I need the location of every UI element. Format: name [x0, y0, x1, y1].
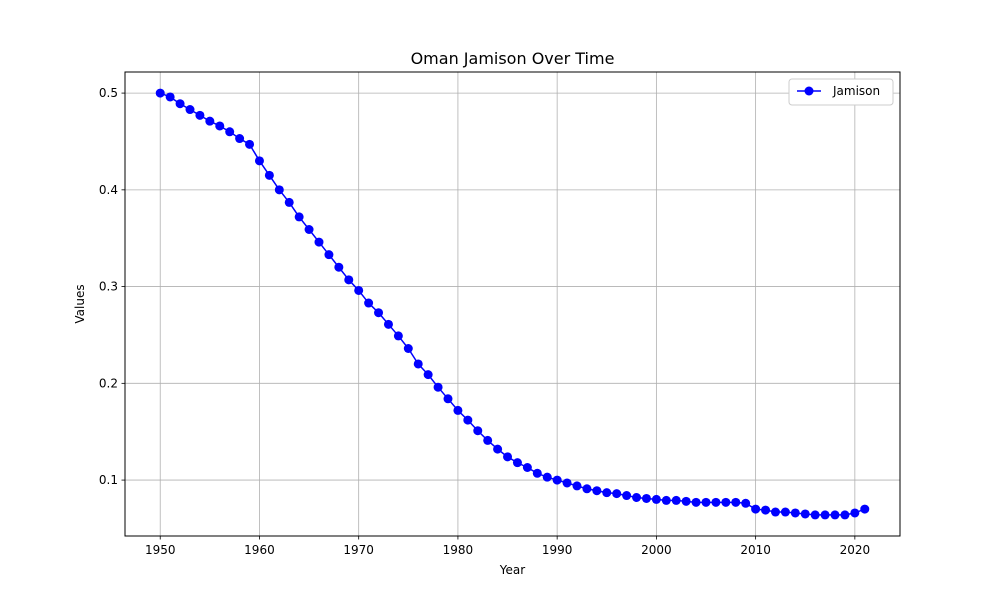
data-point: [820, 510, 830, 520]
data-point: [443, 394, 453, 404]
data-point: [225, 127, 235, 137]
data-point: [800, 509, 810, 519]
legend: Jamison: [788, 78, 894, 106]
data-point: [860, 504, 870, 514]
data-point: [751, 504, 761, 514]
x-tick-label: 1990: [542, 543, 573, 557]
data-point: [731, 497, 741, 507]
data-point: [493, 444, 503, 454]
data-point: [632, 492, 642, 502]
data-point: [701, 497, 711, 507]
data-point: [453, 405, 463, 415]
data-point: [304, 225, 314, 235]
x-tick-label: 1960: [244, 543, 275, 557]
data-point: [235, 134, 245, 144]
data-point: [215, 121, 225, 131]
data-point: [364, 298, 374, 308]
data-point: [324, 250, 334, 260]
data-point: [522, 463, 532, 473]
x-tick-label: 2020: [840, 543, 871, 557]
data-point: [651, 494, 661, 504]
data-point: [374, 308, 384, 318]
data-point: [542, 472, 552, 482]
data-point: [354, 285, 364, 295]
data-point: [344, 275, 354, 285]
data-point: [840, 510, 850, 520]
data-point: [681, 496, 691, 506]
data-point: [512, 458, 522, 468]
x-tick-label: 2010: [740, 543, 771, 557]
data-point: [780, 507, 790, 517]
data-point: [711, 497, 721, 507]
data-point: [413, 359, 423, 369]
data-point: [483, 435, 493, 445]
legend-box: [788, 78, 894, 106]
grid-lines: [125, 72, 900, 536]
data-point: [770, 507, 780, 517]
data-point: [185, 105, 195, 115]
y-tick-label: 0.1: [99, 473, 118, 487]
data-point: [721, 497, 731, 507]
data-point: [641, 493, 651, 503]
plot-series: [155, 88, 870, 520]
y-tick-label: 0.2: [99, 376, 118, 390]
data-point: [274, 185, 284, 195]
data-point: [334, 262, 344, 272]
legend-marker-swatch: [804, 86, 814, 96]
data-point: [582, 484, 592, 494]
data-point: [830, 510, 840, 520]
data-point: [592, 486, 602, 496]
data-point: [622, 491, 632, 501]
data-point: [205, 116, 215, 126]
data-point: [155, 88, 165, 98]
data-point: [393, 331, 403, 341]
data-point: [691, 497, 701, 507]
data-point: [761, 505, 771, 515]
data-point: [284, 197, 294, 207]
data-point: [661, 495, 671, 505]
data-point: [463, 415, 473, 425]
data-point: [562, 478, 572, 488]
data-point: [790, 508, 800, 518]
data-point: [671, 495, 681, 505]
data-point: [473, 426, 483, 436]
data-point: [403, 344, 413, 354]
x-tick-label: 1950: [145, 543, 176, 557]
data-point: [294, 212, 304, 222]
y-tick-label: 0.4: [99, 183, 118, 197]
data-point: [602, 488, 612, 498]
data-point: [810, 510, 820, 520]
x-tick-label: 1970: [343, 543, 374, 557]
data-point: [383, 319, 393, 329]
plot-area-frame: [124, 71, 901, 537]
x-tick-label: 2000: [641, 543, 672, 557]
data-point: [741, 498, 751, 508]
y-axis-ticks: 0.1 0.2 0.3 0.4 0.5: [99, 86, 125, 487]
chart-title: Oman Jamison Over Time: [411, 49, 615, 68]
data-point: [254, 156, 264, 166]
data-point: [850, 508, 860, 518]
legend-label: Jamison: [832, 84, 880, 98]
data-point: [175, 99, 185, 109]
data-point: [245, 139, 255, 149]
data-point: [532, 468, 542, 478]
y-axis-label: Values: [73, 284, 87, 323]
data-point: [165, 92, 175, 102]
data-point: [572, 481, 582, 491]
data-point: [433, 382, 443, 392]
x-tick-label: 1980: [443, 543, 474, 557]
data-point: [423, 370, 433, 380]
data-point: [314, 237, 324, 247]
data-point: [612, 489, 622, 499]
x-axis-ticks: 1950 1960 1970 1980 1990 2000 2010 2020: [145, 536, 870, 557]
y-tick-label: 0.5: [99, 86, 118, 100]
data-point: [264, 170, 274, 180]
data-point: [195, 110, 205, 120]
data-point: [503, 452, 513, 462]
data-point: [552, 475, 562, 485]
y-tick-label: 0.3: [99, 280, 118, 294]
x-axis-label: Year: [499, 563, 525, 577]
